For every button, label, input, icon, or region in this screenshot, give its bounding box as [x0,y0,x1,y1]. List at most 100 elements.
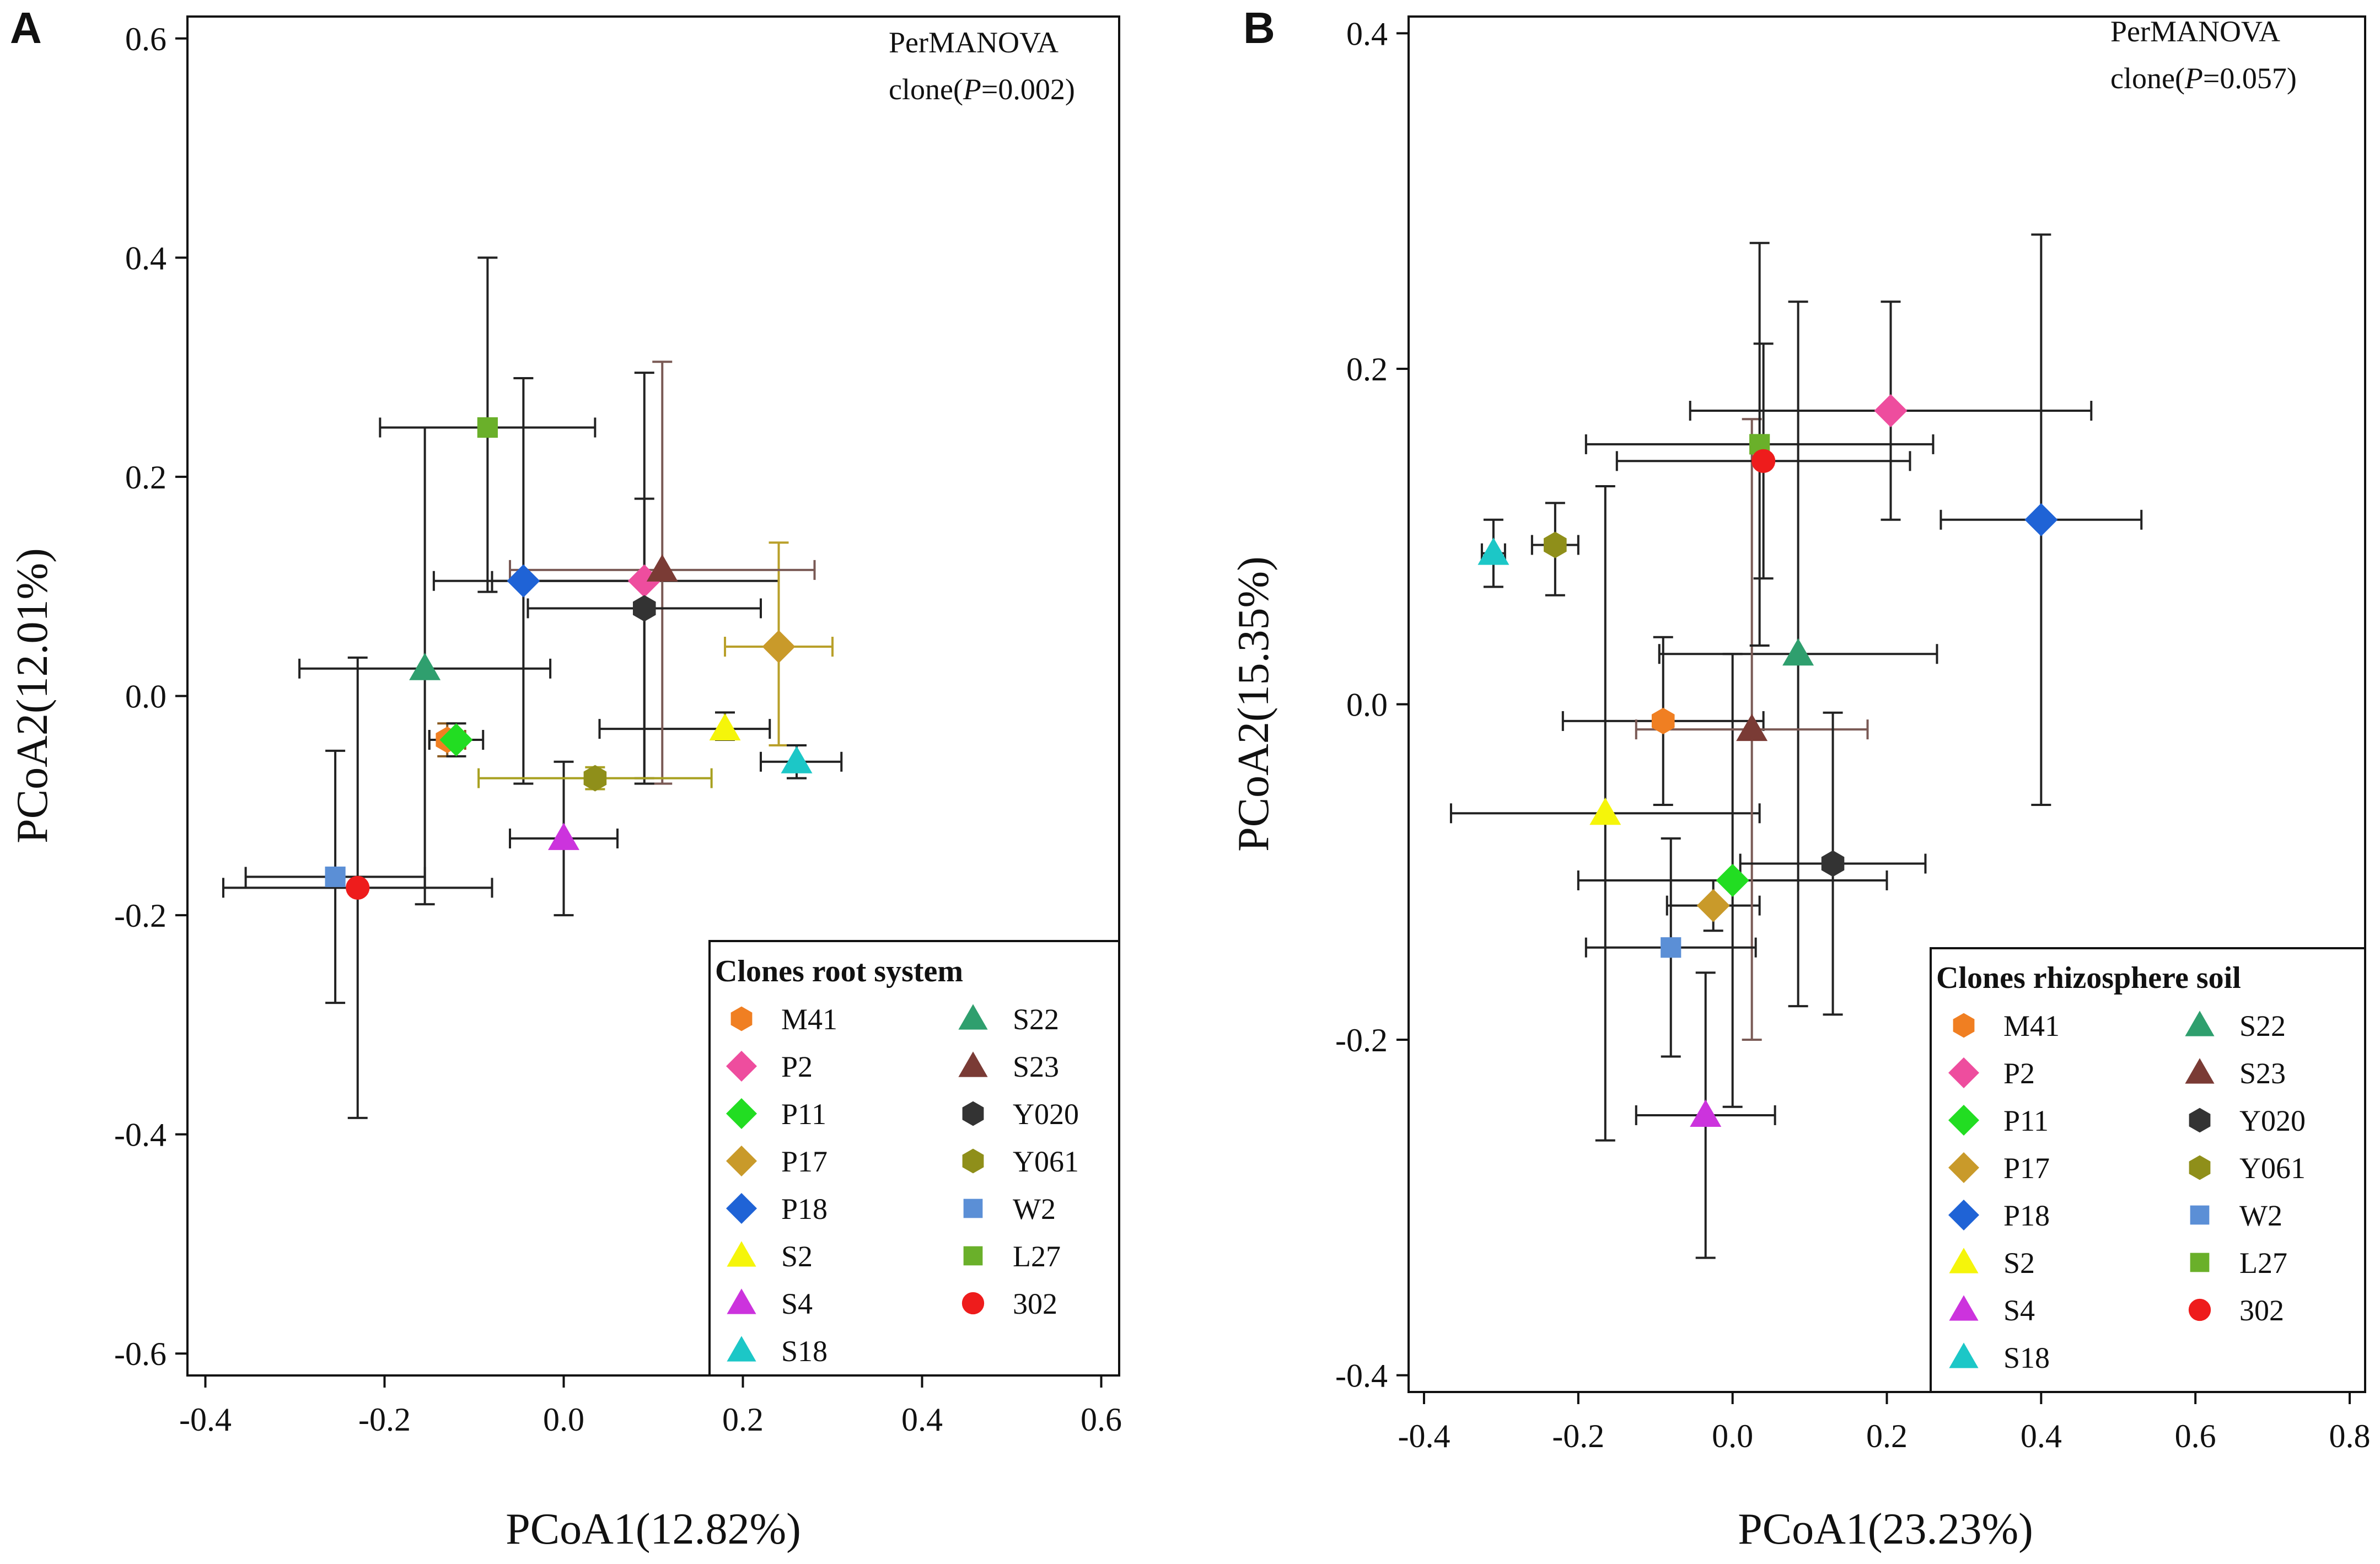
legend-b-marker-l27 [2190,1253,2210,1272]
legend-b-marker-p17 [1948,1152,1979,1183]
panel-b-x-tick-label: 0.4 [2021,1418,2062,1454]
point-a-s4 [548,823,579,850]
point-a-s2 [709,713,741,741]
legend-a-marker-l27 [963,1246,983,1266]
legend-a-label-y061: Y061 [1013,1145,1079,1178]
legend-b-label-m41: M41 [2003,1009,2060,1042]
legend-a-label-m41: M41 [781,1003,837,1036]
point-b-s23 [1736,713,1768,741]
legend-b-label-w2: W2 [2239,1199,2282,1232]
point-a-p17 [762,630,796,664]
panel-a-x-tick-label: 0.4 [901,1401,943,1438]
panel-b-y-tick-label: -0.2 [1335,1022,1388,1058]
panel-a-y-tick-label: 0.4 [125,240,166,276]
legend-a-marker-s22 [958,1004,988,1030]
point-a-y061 [583,765,607,792]
legend-a-marker-w2 [963,1198,983,1218]
point-b-w2 [1661,937,1681,958]
panel-a-y-axis-label: PCoA2(12.01%) [8,548,57,843]
panel-a-y-tick-label: 0.6 [125,21,166,57]
legend-b-marker-s2 [1949,1248,1979,1273]
legend-a-label-s18: S18 [781,1335,828,1368]
legend-a-label-y020: Y020 [1013,1098,1079,1131]
panel-b-x-tick-label: 0.2 [1866,1418,1908,1454]
panel-b-axes: -0.4 -0.2 0.0 0.2 0.4 0.6 0.8 -0.4 -0.2 0.0 0.2 0.4 [1335,15,2371,1454]
point-a-s22 [409,653,441,680]
panel-a-markers [325,417,813,900]
legend-a-marker-m41 [730,1006,753,1031]
panel-a-axes: -0.4 -0.2 0.0 0.2 0.4 0.6 -0.6 -0.4 -0.2 0.0 0.2 0.… [114,21,1122,1438]
point-a-l27 [477,417,498,438]
legend-a-marker-p11 [726,1098,757,1129]
panel-b-legend-frame [1930,947,2366,1393]
legend-a-label-302: 302 [1013,1287,1057,1320]
point-b-p11 [1716,863,1749,897]
legend-a-label-p18: P18 [781,1192,828,1226]
panel-b-x-axis-label: PCoA1(23.23%) [1738,1505,2033,1554]
legend-b-label-s4: S4 [2003,1294,2035,1327]
legend-b-label-y061: Y061 [2239,1152,2306,1185]
point-a-p11 [439,723,473,757]
legend-b-marker-y061 [2189,1155,2211,1180]
point-b-302 [1752,449,1776,473]
legend-a-marker-y020 [962,1101,984,1126]
panel-b-y-axis-label: PCoA2(15.35%) [1229,556,1278,852]
legend-b-label-s23: S23 [2239,1057,2286,1090]
point-b-y020 [1821,850,1845,877]
point-b-s4 [1690,1099,1722,1127]
legend-b-marker-y020 [2189,1108,2211,1133]
legend-b-marker-s4 [1949,1295,1979,1321]
point-a-y020 [632,595,656,622]
panel-b-x-tick-label: -0.2 [1552,1418,1604,1454]
panel-a-x-tick-label: 0.0 [543,1401,584,1438]
panel-b-letter: B [1243,3,1275,52]
legend-b-marker-w2 [2190,1205,2210,1225]
legend-a-marker-302 [961,1292,985,1315]
legend-b-marker-p11 [1948,1105,1979,1136]
panel-a-y-tick-label: -0.4 [114,1117,166,1153]
panel-b-permanova-result: clone(P=0.057) [2110,62,2297,95]
legend-b-label-p2: P2 [2003,1057,2035,1090]
panel-b-x-tick-label: -0.4 [1398,1418,1450,1454]
panel-b-markers [1478,394,2058,1127]
panel-a-y-tick-label: 0.2 [125,459,166,496]
panel-a-legend-entries: M41 P2 P11 P17 P18 S2 S4 S18 S22 S23 Y020 Y061 W2 L27… [726,1003,1079,1368]
panel-a-permanova-result: clone(P=0.002) [889,73,1075,106]
legend-a-marker-s18 [727,1336,756,1362]
legend-a-marker-p17 [726,1146,757,1176]
point-a-302 [346,875,370,900]
panel-a-chart: A -0.4 -0.2 0.0 0.2 0.4 0.6 -0.6 -0.4 -0.2 0.0 0.2… [8,3,1122,1554]
legend-b-marker-p18 [1948,1200,1979,1230]
panel-a-y-tick-label: 0.0 [125,679,166,715]
point-a-p18 [507,564,540,598]
panel-a-permanova-title: PerMANOVA [889,26,1059,59]
legend-b-marker-s22 [2185,1011,2215,1036]
point-b-s18 [1478,538,1509,565]
panel-a-x-tick-label: 0.6 [1081,1401,1122,1438]
panel-a-x-tick-label: 0.2 [722,1401,764,1438]
legend-b-label-p11: P11 [2003,1104,2049,1137]
legend-a-marker-p2 [726,1051,757,1082]
legend-a-marker-s23 [958,1051,988,1077]
legend-a-label-s2: S2 [781,1240,813,1273]
point-b-s22 [1782,638,1814,666]
panel-b-x-tick-label: 0.6 [2175,1418,2216,1454]
panel-b-y-tick-label: 0.4 [1346,15,1388,52]
panel-a-x-tick-label: -0.2 [358,1401,411,1438]
legend-b-label-y020: Y020 [2239,1104,2306,1137]
legend-b-label-302: 302 [2239,1294,2284,1327]
panel-b-y-tick-label: 0.2 [1346,351,1388,388]
legend-b-label-s18: S18 [2003,1341,2050,1374]
legend-a-label-w2: W2 [1013,1192,1056,1226]
legend-b-marker-s23 [2185,1058,2215,1084]
panel-a-legend: Clones root system M41 P2 P11 P17 P18 S2 S4 S18… [708,940,1120,1377]
legend-b-marker-p2 [1948,1057,1979,1088]
legend-a-label-s22: S22 [1013,1003,1059,1036]
point-b-p2 [1874,394,1908,428]
legend-a-label-p17: P17 [781,1145,828,1178]
legend-b-label-p18: P18 [2003,1199,2050,1232]
panel-a-x-tick-label: -0.4 [179,1401,232,1438]
panel-b-legend: Clones rhizosphere soil M41 P2 P11 P17 P18 S2… [1930,947,2366,1393]
panel-a-y-tick-label: -0.2 [114,897,166,934]
legend-a-label-p2: P2 [781,1050,813,1083]
